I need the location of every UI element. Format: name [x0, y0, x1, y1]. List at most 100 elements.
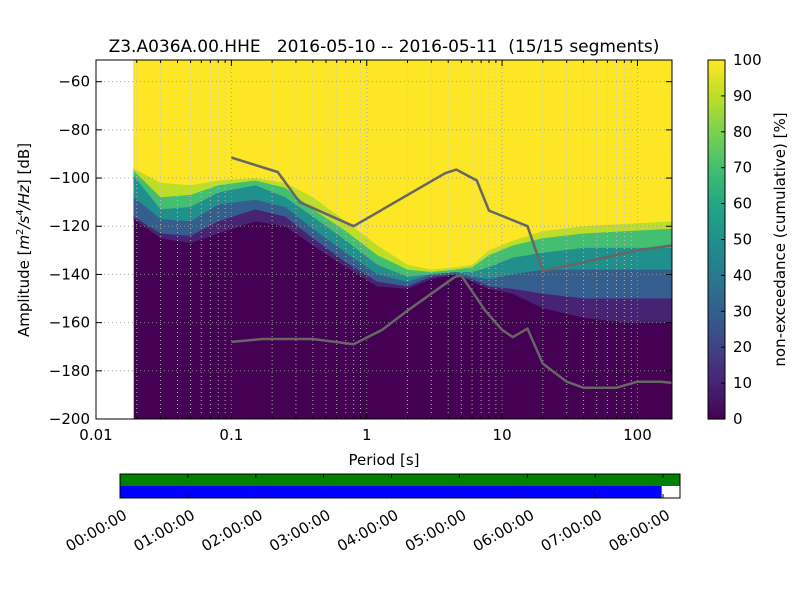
colorbar-step — [708, 411, 725, 417]
coverage-tick-label: 04:00:00 — [334, 506, 401, 555]
x-tick-label: 100 — [623, 426, 652, 444]
colorbar-label: non-exceedance (cumulative) [%] — [771, 112, 789, 366]
colorbar-step — [708, 189, 725, 194]
colorbar-step — [708, 372, 725, 377]
colorbar-step — [708, 167, 725, 172]
colorbar-step — [708, 203, 725, 208]
colorbar: 0 10 20 30 40 50 60 70 80 90 100 non-exceedance (c… — [707, 51, 789, 428]
colorbar-step — [708, 271, 725, 276]
colorbar-ticks: 0 10 20 30 40 50 60 70 80 90 100 — [721, 51, 762, 428]
colorbar-step — [708, 103, 725, 108]
colorbar-step — [708, 121, 725, 126]
colorbar-step — [708, 261, 725, 266]
colorbar-step — [708, 357, 725, 363]
colorbar-step — [708, 135, 725, 140]
colorbar-step — [708, 314, 725, 320]
colorbar-step — [708, 85, 725, 90]
colorbar-step — [708, 268, 725, 273]
colorbar-step — [708, 192, 725, 198]
coverage-bar-segments — [120, 486, 662, 498]
y-tick-label: −100 — [49, 169, 90, 187]
colorbar-step — [708, 383, 725, 388]
y-tick-label: −180 — [49, 362, 90, 380]
colorbar-tick-label: 80 — [733, 123, 752, 141]
colorbar-step — [708, 289, 725, 294]
colorbar-step — [708, 207, 725, 212]
colorbar-step — [708, 243, 725, 248]
colorbar-step — [708, 325, 725, 330]
colorbar-tick-label: 50 — [733, 231, 752, 249]
colorbar-step — [708, 365, 725, 370]
colorbar-step — [708, 293, 725, 298]
colorbar-step — [708, 95, 725, 101]
heatmap-band-100 — [133, 60, 672, 270]
coverage-tick-label: 02:00:00 — [198, 506, 265, 555]
colorbar-step — [708, 329, 725, 334]
coverage-tick-label: 07:00:00 — [538, 506, 605, 555]
x-tick-label: 10 — [493, 426, 512, 444]
colorbar-step — [708, 404, 725, 409]
colorbar-step — [708, 99, 725, 104]
colorbar-step — [708, 178, 725, 183]
colorbar-step — [708, 322, 725, 327]
svg-text:Amplitude [m2/s4/Hz] [dB]: Amplitude [m2/s4/Hz] [dB] — [15, 143, 33, 337]
y-tick-label: −160 — [49, 314, 90, 332]
noise-model-curves — [231, 156, 672, 389]
colorbar-tick-label: 0 — [733, 410, 743, 428]
colorbar-step — [708, 375, 725, 381]
y-tick-label: −140 — [49, 265, 90, 283]
x-tick-label: 1 — [362, 426, 372, 444]
colorbar-step — [708, 257, 725, 262]
heatmap — [133, 60, 672, 419]
coverage-tick-label: 01:00:00 — [131, 506, 198, 555]
colorbar-step — [708, 196, 725, 201]
colorbar-step — [708, 225, 725, 230]
high-noise-model-curve — [231, 156, 672, 273]
coverage-bars — [120, 474, 680, 498]
colorbar-step — [708, 149, 725, 154]
colorbar-step — [708, 336, 725, 341]
colorbar-step — [708, 253, 725, 259]
colorbar-step — [708, 239, 725, 244]
colorbar-step — [708, 142, 725, 147]
colorbar-step — [708, 347, 725, 352]
colorbar-step — [708, 113, 725, 119]
coverage-frame — [119, 473, 681, 499]
colorbar-step — [708, 232, 725, 237]
colorbar-step — [708, 350, 725, 355]
low-noise-model-curve — [231, 274, 672, 389]
coverage-tick-label: 08:00:00 — [606, 506, 673, 555]
coverage-tick-label: 00:00:00 — [63, 506, 130, 555]
x-tick-label: 0.01 — [79, 426, 112, 444]
colorbar-step — [708, 200, 725, 205]
colorbar-tick-label: 60 — [733, 195, 752, 213]
coverage-timeline: 00:00:00 01:00:00 02:00:00 03:00:00 04:00:00… — [63, 473, 681, 555]
x-axis: 0.01 0.1 1 10 100 — [79, 60, 652, 444]
colorbar-step — [708, 228, 725, 233]
colorbar-step — [708, 401, 725, 406]
coverage-tick-label: 03:00:00 — [266, 506, 333, 555]
colorbar-step — [708, 397, 725, 402]
colorbar-step — [708, 246, 725, 251]
colorbar-step — [708, 124, 725, 129]
colorbar-step — [708, 361, 725, 366]
colorbar-step — [708, 174, 725, 180]
colorbar-step — [708, 354, 725, 359]
colorbar-step — [708, 415, 725, 420]
colorbar-tick-label: 100 — [733, 51, 762, 69]
colorbar-step — [708, 393, 725, 399]
colorbar-step — [708, 264, 725, 269]
colorbar-step — [708, 386, 725, 391]
colorbar-step — [708, 343, 725, 348]
colorbar-step — [708, 390, 725, 395]
y-tick-label: −200 — [49, 410, 90, 428]
colorbar-step — [708, 235, 725, 241]
colorbar-step — [708, 70, 725, 75]
colorbar-step — [708, 332, 725, 338]
colorbar-step — [708, 117, 725, 122]
colorbar-step — [708, 88, 725, 93]
coverage-tick-label: 05:00:00 — [402, 506, 469, 555]
y-tick-label: −120 — [49, 217, 90, 235]
colorbar-step — [708, 304, 725, 309]
